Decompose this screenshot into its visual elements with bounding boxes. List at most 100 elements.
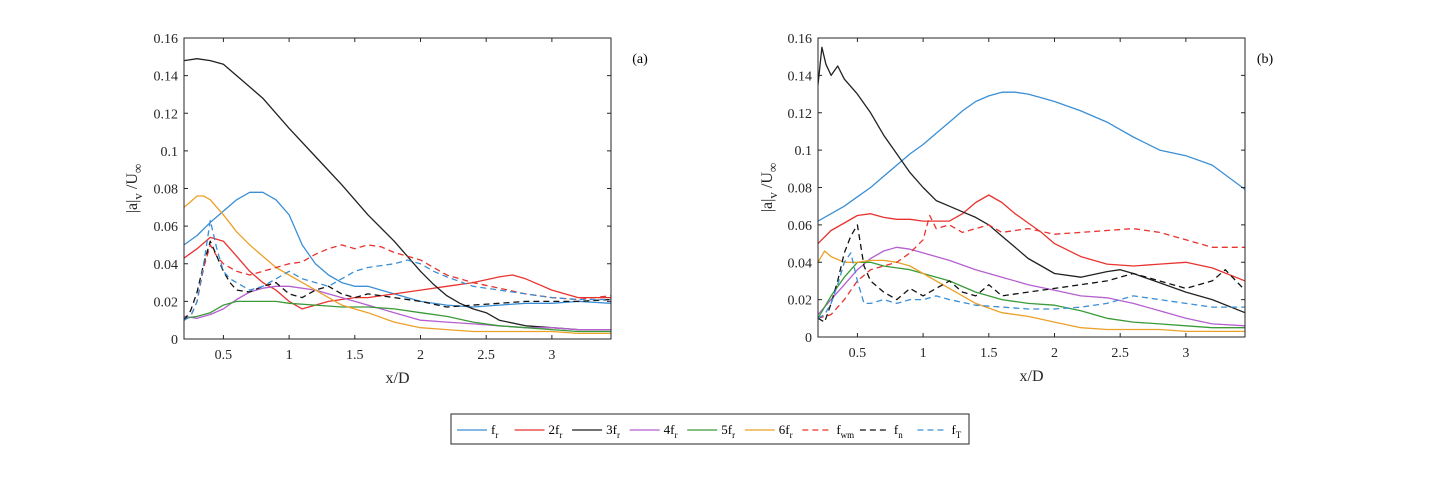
legend-label-3fr: 3fr xyxy=(606,422,620,440)
legend-prefix: 2 xyxy=(549,422,556,437)
legend-prefix: 5 xyxy=(721,422,728,437)
y-axis-label: |a|v /U∞ xyxy=(124,164,145,213)
series-line-fn xyxy=(818,224,1245,323)
y-tick-label: 0.08 xyxy=(154,183,179,198)
legend-label-4fr: 4fr xyxy=(664,422,678,440)
x-tick-label: 2 xyxy=(417,348,424,363)
x-tick-label: 1 xyxy=(286,348,293,363)
y-axis-label-part: v xyxy=(765,192,780,199)
y-tick-label: 0.16 xyxy=(154,32,179,47)
legend-label-fr: fr xyxy=(491,422,498,440)
x-tick-label: 1.5 xyxy=(980,346,998,361)
series-group xyxy=(184,58,611,335)
legend-prefix: 3 xyxy=(606,422,613,437)
legend-box xyxy=(450,413,970,445)
x-tick-label: 2.5 xyxy=(477,348,495,363)
y-tick-label: 0.1 xyxy=(795,144,813,159)
panel-b: 0.5 1 1.5 2 2.5 3 0 0.02 0.04 0.06 0.08 0.1 0.12 0.14… xyxy=(759,32,1273,385)
legend-label-2fr: 2fr xyxy=(549,422,563,440)
legend-label-6fr: 6fr xyxy=(779,422,793,440)
y-tick-label: 0.04 xyxy=(154,258,179,273)
series-line-fwm xyxy=(184,244,611,321)
legend-label-fwm: fwm xyxy=(836,422,854,440)
legend-label-5fr: 5fr xyxy=(721,422,735,440)
legend-label-fn: fn xyxy=(894,422,903,440)
y-axis-label-part: /U xyxy=(124,173,141,193)
y-tick-label: 0 xyxy=(171,333,178,348)
legend-prefix: 6 xyxy=(779,422,786,437)
panel-label: (b) xyxy=(1257,52,1274,67)
y-tick-label: 0.02 xyxy=(154,295,179,310)
legend-base: f xyxy=(785,422,790,437)
legend: fr 2fr 3fr 4fr 5fr 6fr fwm fn fT xyxy=(450,413,970,445)
legend-sub: r xyxy=(617,430,620,440)
series-line-fn xyxy=(184,240,611,321)
legend-sub: r xyxy=(495,430,498,440)
legend-sub: r xyxy=(732,430,735,440)
y-tick-label: 0 xyxy=(805,331,812,346)
x-tick-label: 3 xyxy=(548,348,555,363)
legend-sub: r xyxy=(790,430,793,440)
legend-prefix: 4 xyxy=(664,422,671,437)
series-line-4fr xyxy=(818,246,1245,327)
x-tick-label: 0.5 xyxy=(849,346,867,361)
series-line-3fr xyxy=(818,46,1245,314)
series-line-2fr xyxy=(184,236,611,310)
y-tick-label: 0.02 xyxy=(788,294,813,309)
y-tick-label: 0.08 xyxy=(788,182,813,197)
y-tick-label: 0.16 xyxy=(788,32,813,47)
y-tick-label: 0.14 xyxy=(788,69,813,84)
y-tick-label: 0.06 xyxy=(788,219,813,234)
y-axis-label-part: |a| xyxy=(124,200,141,214)
y-tick-label: 0.12 xyxy=(154,107,179,122)
legend-base: f xyxy=(613,422,618,437)
y-axis-label: |a|v /U∞ xyxy=(759,163,780,212)
series-line-5fr xyxy=(818,261,1245,329)
y-axis-label-part: ∞ xyxy=(130,164,145,173)
y-tick-label: 0.12 xyxy=(788,107,813,122)
x-tick-label: 0.5 xyxy=(215,348,233,363)
series-line-fr xyxy=(818,91,1245,222)
series-line-2fr xyxy=(818,194,1245,282)
legend-sub: r xyxy=(675,430,678,440)
legend-sub: n xyxy=(898,430,903,440)
legend-base: f xyxy=(894,422,899,437)
series-line-5fr xyxy=(184,300,611,333)
panel-label: (a) xyxy=(632,52,648,67)
legend-sub: wm xyxy=(841,430,855,440)
legend-base: f xyxy=(728,422,733,437)
series-line-fT xyxy=(818,252,1245,319)
x-tick-label: 1.5 xyxy=(346,348,364,363)
y-axis-label-part: v xyxy=(130,193,145,200)
series-line-6fr xyxy=(818,250,1245,333)
series-line-3fr xyxy=(184,58,611,331)
legend-base: f xyxy=(670,422,675,437)
x-axis-label: x/D xyxy=(1020,368,1044,385)
legend-base: f xyxy=(491,422,496,437)
x-tick-label: 1 xyxy=(920,346,927,361)
y-axis-label-part: /U xyxy=(759,172,776,192)
panel-a: 0.5 1 1.5 2 2.5 3 0 0.02 0.04 0.06 0.08 0.1 0.12 0.14… xyxy=(124,32,648,387)
legend-base: f xyxy=(836,422,841,437)
legend-label-fT: fT xyxy=(951,422,961,440)
legend-sub: r xyxy=(559,430,562,440)
legend-base: f xyxy=(951,422,956,437)
series-line-fwm xyxy=(818,214,1245,319)
y-tick-label: 0.06 xyxy=(154,220,179,235)
y-axis-label-part: |a| xyxy=(759,199,776,213)
series-group xyxy=(818,46,1245,333)
x-tick-label: 3 xyxy=(1182,346,1189,361)
x-tick-label: 2.5 xyxy=(1111,346,1129,361)
legend-base: f xyxy=(555,422,560,437)
x-axis-label: x/D xyxy=(386,370,410,387)
y-tick-label: 0.1 xyxy=(161,145,179,160)
y-axis-label-part: ∞ xyxy=(765,163,780,172)
x-tick-label: 2 xyxy=(1051,346,1058,361)
series-line-fT xyxy=(184,219,611,321)
axes-box xyxy=(817,37,1246,338)
y-tick-label: 0.04 xyxy=(788,256,813,271)
series-line-6fr xyxy=(184,195,611,335)
legend-sub: T xyxy=(956,430,962,440)
series-line-fr xyxy=(184,191,611,308)
